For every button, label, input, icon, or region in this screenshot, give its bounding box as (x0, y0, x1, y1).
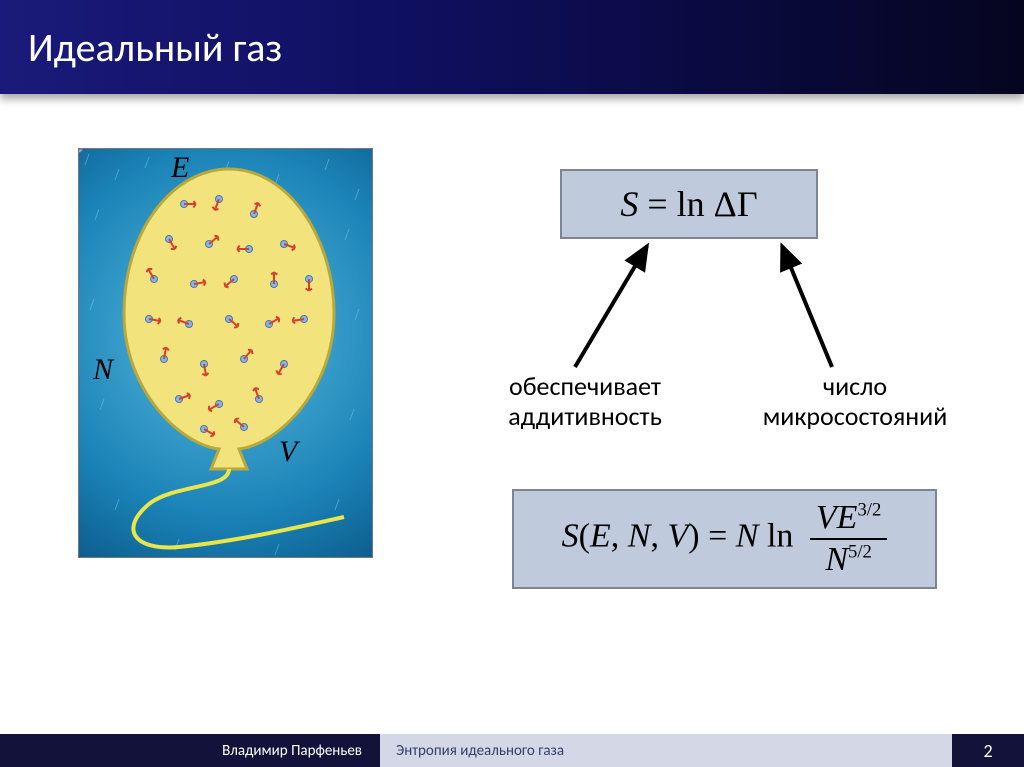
balloon-label-N: N (93, 353, 113, 387)
arrow-gamma-icon (782, 246, 832, 367)
footer-page: 2 (952, 734, 1024, 767)
balloon-svg (79, 149, 373, 558)
caption-additivity: обеспечивает аддитивность (480, 372, 690, 432)
arrow-ln-icon (575, 246, 647, 367)
footer-author: Владимир Парфеньев (0, 734, 380, 767)
balloon-label-E: E (171, 151, 189, 185)
slide-title: Идеальный газ (28, 23, 282, 72)
balloon-string-icon (133, 469, 344, 547)
formula-entropy-def: S = ln ΔΓ (560, 169, 818, 239)
caption-microstates: число микросостояний (740, 372, 970, 432)
balloon-label-V: V (279, 435, 297, 469)
sym-S: S (620, 184, 638, 224)
slide-content: E N V S = ln ΔΓ обеспечивает аддитивност… (0, 94, 1024, 734)
slide-header: Идеальный газ (0, 0, 1024, 94)
footer-topic: Энтропия идеального газа (380, 734, 952, 767)
fraction: VE3/2 N5/2 (810, 500, 887, 577)
balloon-panel: E N V (78, 148, 373, 558)
formula-entropy-enV: S(E, N, V) = N ln VE3/2 N5/2 (512, 489, 937, 589)
slide-footer: Владимир Парфеньев Энтропия идеального г… (0, 734, 1024, 767)
